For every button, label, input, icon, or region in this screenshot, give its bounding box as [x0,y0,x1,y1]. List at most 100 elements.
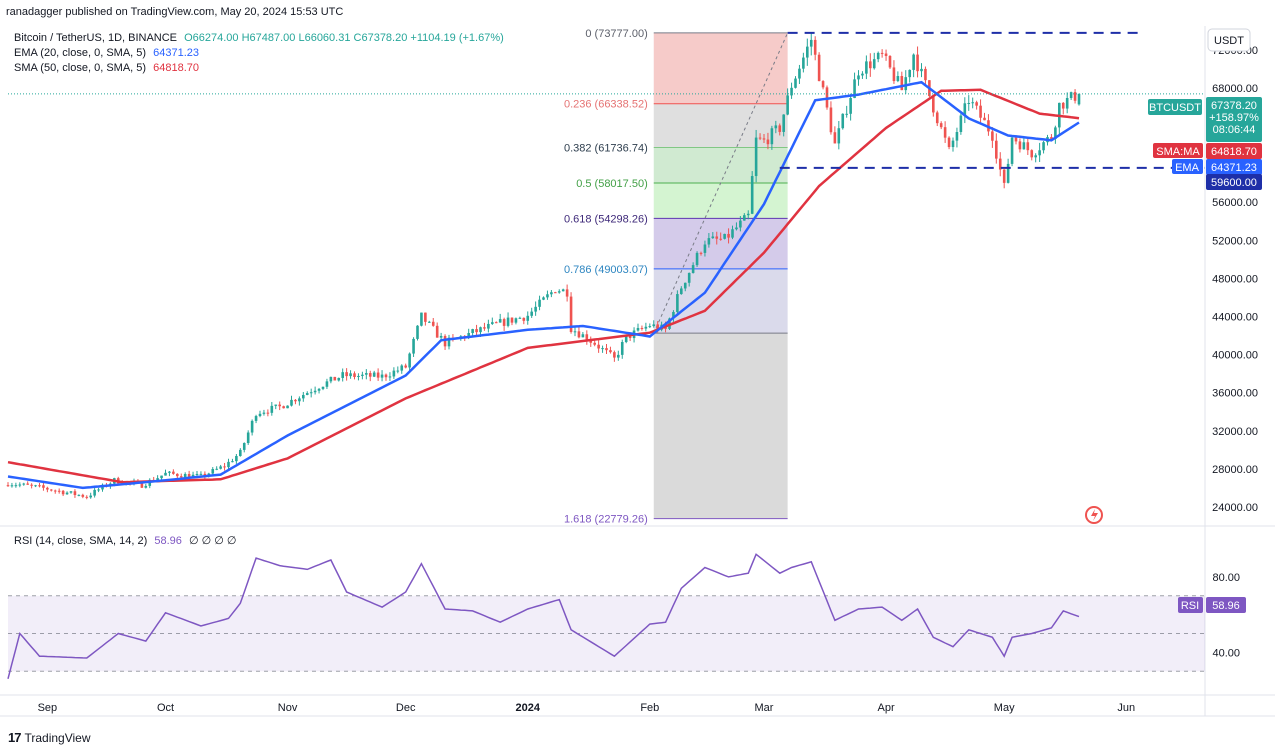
candle-body [392,370,396,377]
legend-rsi-line: RSI (14, close, SMA, 14, 2) 58.96 ∅ ∅ ∅ … [14,534,236,547]
candle [861,71,864,79]
btc-price-badge-bg [1206,97,1262,142]
candle-body [487,323,490,329]
candle-body [991,131,994,141]
candle [290,395,293,407]
candle [813,36,817,61]
candle-body [329,376,333,382]
ema-legend-label: EMA (20, close, 0, SMA, 5) [14,47,147,59]
candle-body [365,373,368,375]
candle [798,64,801,84]
candle [951,137,955,152]
candle-body [561,289,565,292]
candle-body [794,78,797,88]
candle [557,289,561,294]
tradingview-logo[interactable]: 17 TradingView [8,730,91,745]
candle [246,430,250,445]
candle [967,95,971,111]
candle [42,482,45,491]
candle [841,113,845,130]
candle-body [266,412,270,414]
candle [817,52,821,82]
candle-body [750,176,754,214]
candle-body [325,381,329,387]
candle [250,419,254,436]
candle-body [680,288,683,295]
candle-body [538,299,541,307]
candle [81,493,85,499]
candle-body [703,244,707,253]
candle-body [605,348,608,351]
candle-body [557,291,561,293]
candle [235,453,238,464]
sma-legend-value: 64818.70 [153,62,200,74]
candle [754,129,758,183]
support-badge-bg [1206,174,1262,190]
candle [144,483,148,489]
candle [613,350,616,362]
candle [172,469,175,475]
candle-body [18,484,22,486]
candle [794,76,797,89]
candle [959,112,963,135]
candle-body [321,386,325,389]
candle [790,82,793,99]
candle [183,472,187,478]
candle-body [743,215,746,221]
candle [640,325,644,331]
candle-body [239,449,242,457]
candle-body [613,352,616,358]
candle-body [179,476,183,478]
candle [443,334,447,350]
candle [892,60,896,84]
candle-body [57,490,61,492]
candle [904,70,908,94]
candle [274,404,278,410]
candle [514,317,518,325]
candle-body [853,79,856,99]
candle [69,491,73,494]
candle [691,262,695,274]
candle [77,494,81,497]
candle [593,340,596,347]
candle [1077,93,1081,106]
candle [1030,149,1034,161]
candle [546,290,549,300]
candle-body [687,272,691,283]
rsi-legend-label: RSI (14, close, SMA, 14, 2) [14,535,148,547]
candle-body [313,390,317,393]
candle-body [813,39,817,55]
candle-body [396,370,400,372]
ema-value-badge-bg [1206,159,1262,175]
candle-body [467,333,470,338]
candle-body [471,329,474,334]
candle-body [880,52,884,54]
candle-body [939,123,943,128]
candle-body [223,466,226,468]
candle-body [644,326,648,329]
candle [286,405,289,409]
candle [337,377,341,382]
candle [518,316,522,319]
candle-body [955,132,959,141]
currency-label: USDT [1214,35,1244,47]
candle-body [1014,137,1018,142]
candle [1002,169,1006,189]
candle [766,132,770,150]
candle-body [81,494,85,497]
candle [550,290,553,298]
candle-body [711,236,715,239]
candle [947,136,951,150]
candle-body [593,342,596,345]
candle-body [719,238,722,240]
candle [534,301,537,316]
candle [317,387,321,394]
candle [735,222,738,231]
candle-body [798,68,801,79]
candle [424,312,427,326]
candle-body [817,54,821,82]
candle [26,481,29,485]
candle-body [416,325,419,339]
candle-body [97,489,100,491]
candle-body [26,483,29,485]
